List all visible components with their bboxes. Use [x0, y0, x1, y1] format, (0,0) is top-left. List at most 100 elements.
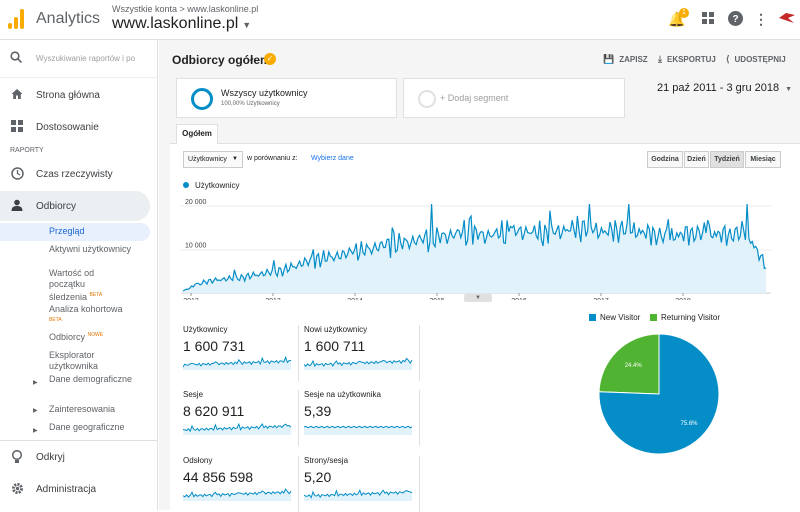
analytics-logo-icon[interactable]	[8, 9, 24, 29]
pie-slice-returning-visitor[interactable]	[598, 333, 660, 395]
sparkline	[183, 356, 292, 370]
sidebar-subitem-interests[interactable]: Zainteresowania	[49, 404, 116, 414]
breadcrumb[interactable]: Wszystkie konta > www.laskonline.pl	[112, 4, 259, 14]
add-segment-label: + Dodaj segment	[440, 93, 509, 103]
expand-arrow-icon[interactable]: ▶	[33, 408, 38, 414]
users-line-chart: 10 000 20 000 2012 2013 2014 2015 2016 2017 2018	[181, 199, 771, 300]
x-tick-label: 2018	[675, 298, 691, 300]
add-segment-button[interactable]: + Dodaj segment	[403, 78, 625, 118]
sparkline-line	[183, 488, 292, 498]
export-button[interactable]: ⤓ EKSPORTUJ	[658, 54, 716, 65]
metric-card-sessions-per-user[interactable]: Sesje na użytkownika 5,39	[304, 390, 420, 446]
sparkline-fill	[304, 426, 412, 435]
metric-value: 1 600 711	[304, 338, 366, 354]
share-icon: ⟨	[726, 54, 730, 64]
metric-value: 5,39	[304, 403, 332, 419]
segment-all-users[interactable]: Wszyscy użytkownicy 100,00% Użytkownicy	[176, 78, 397, 118]
date-range-picker[interactable]: 21 paź 2011 - 3 gru 2018 ▼	[657, 82, 792, 94]
report-panel	[170, 143, 800, 510]
sidebar-subitem-user-explorer[interactable]: Eksplorator użytkownika	[49, 350, 99, 371]
save-button[interactable]: 💾 ZAPISZ	[603, 54, 648, 65]
sidebar-subitem-label: Przegląd	[49, 226, 85, 236]
clock-icon	[10, 167, 24, 183]
sidebar-subitem-overview[interactable]: Przegląd	[0, 223, 150, 241]
sidebar-subitem-geo[interactable]: Dane geograficzne	[49, 422, 125, 432]
gear-icon	[10, 482, 24, 498]
tab-overview[interactable]: Ogółem	[176, 124, 218, 144]
sparkline-fill	[304, 490, 412, 501]
sidebar-item-label: Strona główna	[36, 90, 100, 101]
home-icon	[10, 88, 24, 103]
sidebar-item-home[interactable]: Strona główna	[0, 80, 157, 110]
save-icon: 💾	[603, 54, 615, 64]
search-input[interactable]: Wyszukiwanie raportów i po	[36, 54, 136, 63]
sidebar-item-label: Czas rzeczywisty	[36, 169, 113, 180]
sidebar-item-discover[interactable]: Odkryj	[0, 442, 157, 472]
sidebar-subitem-label: Odbiorcy	[49, 332, 86, 342]
lightbulb-icon	[10, 449, 24, 467]
sidebar-subitem-cohort[interactable]: Analiza kohortowa BETA	[49, 304, 149, 328]
sidebar-subitem-active-users[interactable]: Aktywni użytkownicy	[49, 244, 132, 254]
sidebar-subitem-label: Wartość od początku śledzenia	[49, 268, 95, 302]
sparkline-line	[183, 422, 292, 433]
pie-legend-new[interactable]: New Visitor	[589, 313, 640, 322]
sidebar-item-admin[interactable]: Administracja	[0, 474, 157, 504]
expand-arrow-icon[interactable]: ▶	[33, 428, 38, 434]
granularity-week[interactable]: Tydzień	[710, 151, 744, 168]
sidebar-item-label: Dostosowanie	[36, 122, 99, 133]
sparkline-line	[183, 356, 292, 368]
sidebar-item-customize[interactable]: Dostosowanie	[0, 112, 157, 142]
metric-card-pageviews[interactable]: Odsłony 44 856 598	[183, 456, 299, 512]
sidebar-item-realtime[interactable]: Czas rzeczywisty	[0, 159, 157, 189]
top-bar: Analytics Wszystkie konta > www.laskonli…	[0, 0, 800, 40]
x-tick-label: 2016	[511, 298, 527, 300]
series-line-users	[182, 203, 767, 292]
metric-label: Użytkownicy	[183, 325, 228, 334]
sparkline	[304, 489, 413, 501]
more-vert-icon[interactable]: ⋮	[754, 11, 768, 27]
metric-card-users[interactable]: Użytkownicy 1 600 731	[183, 325, 299, 381]
dashboard-icon	[10, 120, 24, 135]
chart-collapse-handle[interactable]: ▼	[464, 294, 492, 302]
area-fill	[183, 204, 766, 293]
sidebar-subitem-audiences[interactable]: Odbiorcy NOWE	[49, 330, 149, 343]
export-icon: ⤓	[658, 54, 662, 64]
expand-arrow-icon[interactable]: ▶	[33, 380, 38, 386]
pie-legend-returning[interactable]: Returning Visitor	[650, 313, 720, 322]
metric-card-pages-per-session[interactable]: Strony/sesja 5,20	[304, 456, 420, 512]
sidebar-subitem-ltv[interactable]: Wartość od początku śledzenia BETA	[49, 268, 121, 303]
beta-badge: BETA	[49, 317, 62, 323]
granularity-hour[interactable]: Godzina	[647, 151, 683, 168]
share-button[interactable]: ⟨ UDOSTĘPNIJ	[726, 54, 786, 65]
sidebar-item-audience[interactable]: Odbiorcy	[0, 191, 150, 221]
user-logo-icon[interactable]	[778, 11, 796, 27]
x-tick-label: 2012	[183, 298, 199, 300]
pie-slice-new-visitor[interactable]	[598, 333, 720, 455]
sparkline	[183, 422, 292, 435]
metric-value: 1 600 731	[183, 338, 246, 354]
metric-selector[interactable]: Użytkownicy ▼	[183, 151, 243, 168]
sidebar-item-label: Odbiorcy	[36, 201, 77, 212]
metric-label: Sesje	[183, 390, 204, 399]
visitor-type-pie-chart: 24.4% 75.6%	[598, 333, 720, 455]
compare-label: w porównaniu z:	[247, 155, 298, 162]
granularity-day[interactable]: Dzień	[684, 151, 709, 168]
help-icon[interactable]: ?	[727, 11, 743, 27]
report-search[interactable]: Wyszukiwanie raportów i po	[0, 40, 157, 78]
granularity-month[interactable]: Miesiąc	[745, 151, 781, 168]
main-content: Odbiorcy ogółem ✓ 💾 ZAPISZ ⤓ EKSPORTUJ ⟨ UD…	[159, 40, 800, 512]
sidebar-item-label: Odkryj	[36, 452, 65, 463]
date-range-label: 21 paź 2011 - 3 gru 2018	[657, 82, 780, 94]
sparkline-line	[304, 425, 413, 429]
sidebar-subitem-demographics[interactable]: Dane demograficzne	[49, 374, 133, 384]
metric-label: Sesje na użytkownika	[304, 390, 381, 399]
metric-card-sessions[interactable]: Sesje 8 620 911	[183, 390, 299, 446]
account-selector[interactable]: www.laskonline.pl ▼	[112, 15, 251, 33]
apps-grid-icon[interactable]	[700, 11, 716, 27]
sparkline	[304, 425, 413, 435]
metric-card-new-users[interactable]: Nowi użytkownicy 1 600 711	[304, 325, 420, 381]
segment-subtitle: 100,00% Użytkownicy	[221, 101, 280, 107]
notification-badge: 1	[679, 8, 689, 18]
compare-link[interactable]: Wybierz dane	[311, 155, 354, 162]
sparkline	[304, 357, 413, 370]
